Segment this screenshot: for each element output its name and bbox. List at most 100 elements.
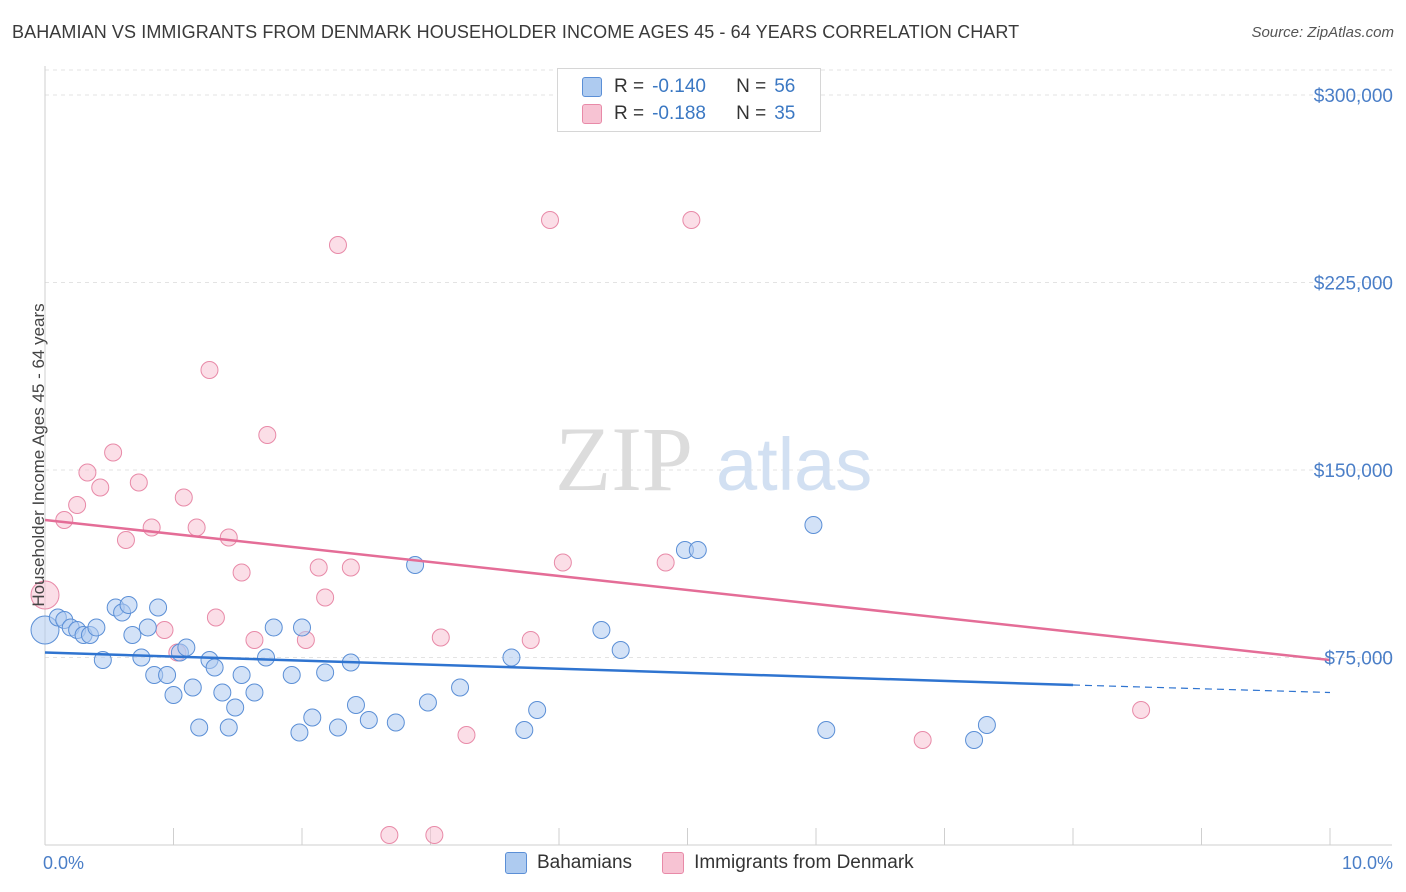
data-point [219,718,238,737]
watermark-atlas: atlas [716,423,872,506]
series-immigrants-from-denmark [30,211,1151,844]
y-tick-label: $300,000 [1314,86,1393,107]
series-legend: Bahamians Immigrants from Denmark [505,852,944,874]
data-point [30,580,60,610]
data-point [515,721,534,739]
watermark-zip: ZIP [555,408,693,510]
legend-item-denmark: Immigrants from Denmark [662,852,914,874]
trend-line-bahamians [44,651,1074,687]
data-point [245,631,264,649]
data-point [688,541,707,559]
data-point [200,361,219,379]
data-point [541,211,560,229]
legend-n-value: 56 [774,76,796,97]
data-point [149,598,168,617]
data-point [78,463,97,482]
data-point [155,621,174,639]
data-point [293,618,311,637]
data-point [553,553,572,572]
data-point [232,563,251,582]
data-point [138,618,157,637]
data-point [502,648,521,667]
legend-r-value: -0.188 [652,103,706,124]
data-point [158,666,177,684]
data-point [55,511,74,529]
data-point [87,618,106,637]
data-point [457,726,476,744]
data-point [282,666,301,684]
chart-title: BAHAMIAN VS IMMIGRANTS FROM DENMARK HOUS… [12,22,1020,42]
data-point [804,516,823,534]
data-point [232,666,251,684]
data-point [257,648,276,667]
trend-line-bahamians-projection [1072,684,1331,694]
x-tick-label: 10.0% [1342,853,1393,873]
y-tick-label: $150,000 [1314,461,1393,482]
legend-label: Immigrants from Denmark [694,852,914,873]
data-point [425,826,444,844]
data-point [1132,701,1151,719]
data-point [303,708,322,727]
data-point [245,683,264,702]
x-tick-labels: 0.0% 10.0% [43,853,1393,873]
data-point [451,678,470,697]
data-point [258,426,277,444]
data-point [380,826,399,844]
x-tick-label: 0.0% [43,853,84,873]
data-point [174,488,193,507]
data-point [205,658,224,677]
data-point [93,651,112,669]
legend-n-label: N = [736,103,767,124]
data-point [341,558,360,577]
legend-row-denmark: R = -0.188 N = 35 [582,103,795,125]
data-point [611,641,630,659]
data-point [309,558,328,577]
data-point [316,588,335,607]
data-point [316,663,335,682]
data-point [183,678,202,697]
data-point [817,721,836,739]
data-point [116,531,135,549]
trend-lines [44,518,1331,694]
data-point [328,236,347,254]
data-point [418,693,437,712]
data-point [592,621,611,639]
y-axis-label: Householder Income Ages 45 - 64 years [29,303,48,607]
data-point [528,701,547,719]
y-tick-label: $75,000 [1324,649,1393,670]
source-label: Source: ZipAtlas.com [1251,24,1394,41]
legend-swatch-blue [582,77,602,97]
legend-n-value: 35 [774,103,796,124]
data-point [91,478,110,497]
watermark: ZIP atlas [555,408,872,510]
legend-label: Bahamians [537,852,633,873]
data-point [913,731,932,749]
trend-line-denmark [44,518,1331,662]
data-point [219,528,238,547]
data-point [104,443,123,462]
y-tick-labels: $75,000 $150,000 $225,000 $300,000 [1314,86,1393,670]
correlation-legend: R = -0.140 N = 56 R = -0.188 N = 35 [557,68,821,132]
data-point [68,496,87,514]
data-point [431,628,450,647]
legend-swatch-blue [505,852,527,874]
legend-r-label: R = [614,103,645,124]
data-point [213,683,232,702]
data-point [226,698,245,717]
legend-swatch-pink [662,852,685,874]
data-point [682,211,701,229]
data-point [132,648,151,667]
data-point [187,518,206,537]
data-point [177,638,196,657]
data-point [656,553,675,572]
data-point [119,596,138,614]
data-point [965,731,984,749]
legend-row-bahamians: R = -0.140 N = 56 [582,76,795,98]
data-point [123,626,142,644]
data-point [386,713,405,732]
data-point [977,716,996,734]
data-point [290,723,309,742]
legend-item-bahamians: Bahamians [505,852,632,874]
data-point [264,618,283,637]
data-point [206,608,225,627]
